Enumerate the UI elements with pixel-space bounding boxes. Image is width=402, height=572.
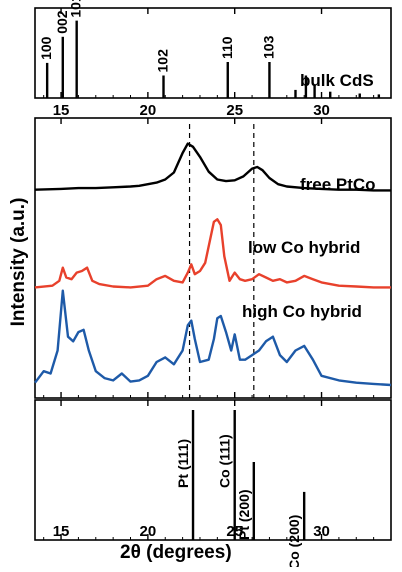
ptco-reference-label: Co (111) <box>217 434 233 488</box>
bulk-cds-peak-label: 002 <box>54 10 70 34</box>
bottom-panel-frame <box>34 399 392 541</box>
top-panel-frame <box>34 7 392 99</box>
top-x-tick-label: 30 <box>313 102 330 119</box>
ptco-reference-sticks: Pt (111) Co (111)Pt (200) Co (200) <box>175 410 306 570</box>
bulk-cds-peak-label: 100 <box>38 36 54 60</box>
x-tick-label: 30 <box>313 523 330 540</box>
top-panel-tick-labels: 15 20 25 30 <box>53 102 330 119</box>
x-tick-label: 20 <box>140 523 157 540</box>
series-line-3 <box>34 289 392 387</box>
top-panel-ticks <box>43 8 392 98</box>
low-co-hybrid-label: low Co hybrid <box>248 238 360 257</box>
series-line-1 <box>34 142 391 192</box>
x-axis-title: 2θ (degrees) <box>120 542 232 563</box>
series-line-2 <box>34 218 391 289</box>
x-tick-label: 15 <box>53 523 70 540</box>
high-co-hybrid-label: high Co hybrid <box>242 302 362 321</box>
bulk-cds-label: bulk CdS <box>300 71 374 90</box>
ptco-reference-label: Pt (111) <box>175 439 191 488</box>
bulk-cds-peak-label: 110 <box>219 36 235 59</box>
top-x-tick-label: 15 <box>53 102 70 119</box>
ptco-reference-label: Pt (200) <box>236 489 252 540</box>
ptco-reference-label: Co (200) <box>286 515 302 567</box>
free-ptco-label: free PtCo <box>300 175 376 194</box>
hybrid-series <box>34 142 392 387</box>
reference-dashed-lines <box>188 124 255 398</box>
bulk-cds-peak-label: 102 <box>155 49 171 73</box>
top-x-tick-label: 20 <box>140 102 157 119</box>
bottom-panel-tick-labels: 15 20 25 30 <box>53 523 330 540</box>
bulk-cds-peak-label: 103 <box>260 35 276 59</box>
middle-panel-frame <box>34 117 392 399</box>
bulk-cds-peak-label: 101 <box>68 0 84 18</box>
middle-panel-ticks <box>43 118 392 398</box>
y-axis-title: Intensity (a.u.) <box>8 198 29 327</box>
x-tick-label: 25 <box>226 523 243 540</box>
top-x-tick-label: 25 <box>226 102 243 119</box>
